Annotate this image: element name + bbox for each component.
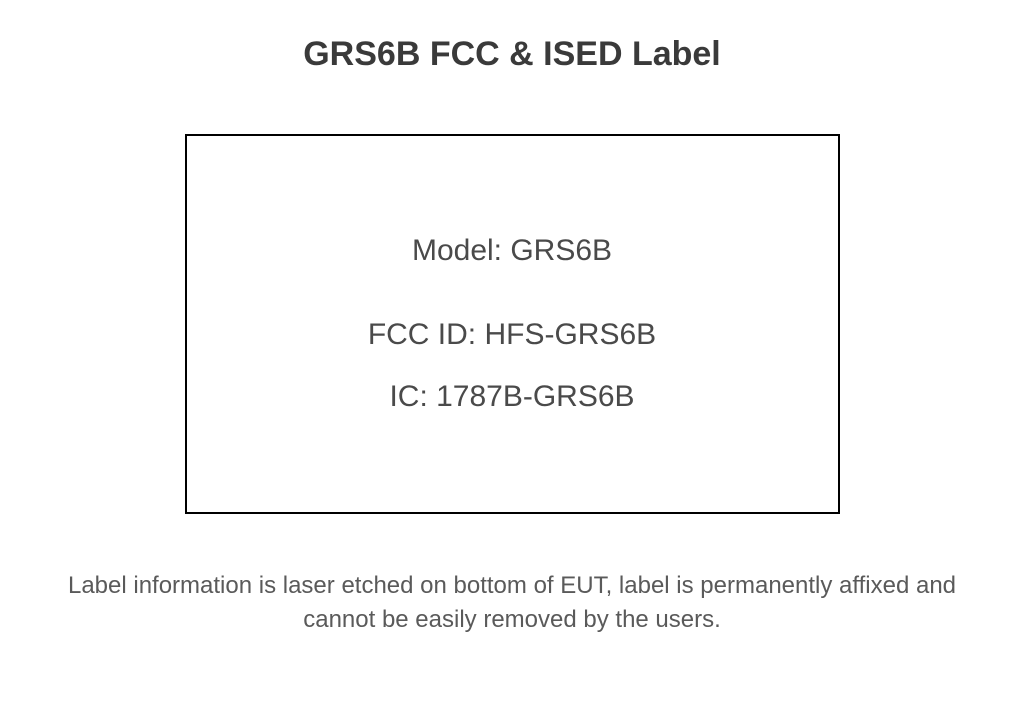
model-line: Model: GRS6B (412, 234, 612, 268)
page-title: GRS6B FCC & ISED Label (303, 35, 721, 74)
ic-line: IC: 1787B-GRS6B (389, 380, 634, 414)
label-box: Model: GRS6B FCC ID: HFS-GRS6B IC: 1787B… (185, 134, 840, 514)
fcc-id-line: FCC ID: HFS-GRS6B (368, 318, 656, 352)
footer-note: Label information is laser etched on bot… (52, 569, 972, 636)
